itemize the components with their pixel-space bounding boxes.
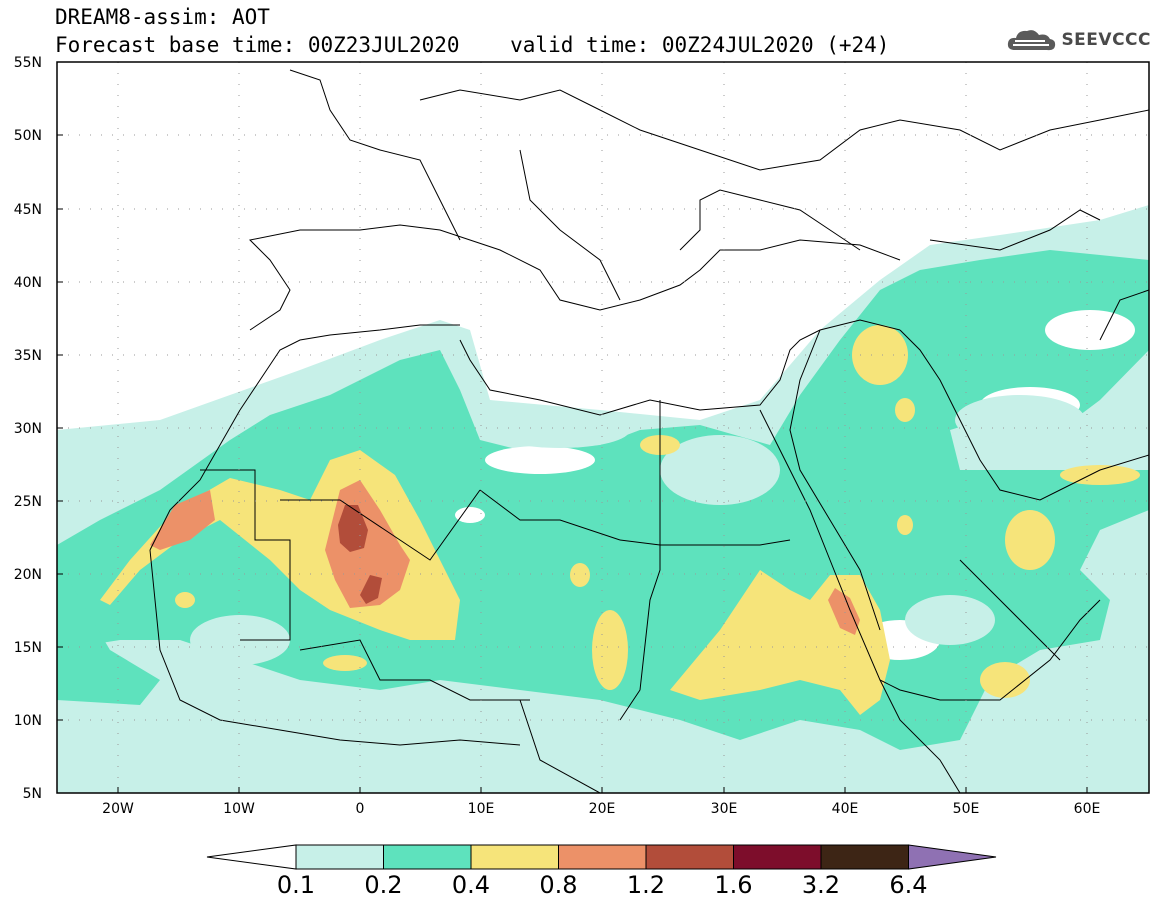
- lat-label: 20N: [14, 567, 42, 583]
- lat-label: 15N: [14, 640, 42, 656]
- colorbar-segment: [295, 844, 384, 870]
- cloud-logo-icon: [1008, 30, 1056, 51]
- colorbar-label: 3.2: [802, 871, 840, 899]
- colorbar-segment: [820, 844, 909, 870]
- aot-field: [57, 62, 1149, 793]
- map-subtitle: Forecast base time: 00Z23JUL2020 valid t…: [55, 33, 890, 57]
- lon-label: 20W: [102, 801, 134, 817]
- colorbar-right-arrow: [908, 844, 997, 870]
- colorbar-label: 6.4: [889, 871, 927, 899]
- lat-label: 5N: [23, 786, 42, 802]
- lon-label: 50E: [953, 801, 980, 817]
- colorbar-segment: [470, 844, 559, 870]
- lon-label: 10W: [223, 801, 255, 817]
- colorbar-segment: [383, 844, 472, 870]
- lat-label: 55N: [14, 55, 42, 71]
- colorbar: [206, 844, 997, 870]
- colorbar-segment: [645, 844, 734, 870]
- aot-band-1.2: [338, 505, 382, 604]
- lon-label: 60E: [1074, 801, 1101, 817]
- colorbar-segment: [558, 844, 647, 870]
- ticks: [57, 61, 1088, 794]
- lat-label: 35N: [14, 348, 42, 364]
- lon-label: 40E: [832, 801, 859, 817]
- lon-label: 10E: [468, 801, 495, 817]
- brand-logo: SEEVCCC: [1005, 26, 1151, 54]
- coastlines: [149, 69, 1149, 793]
- colorbar-label: 0.1: [277, 871, 315, 899]
- colorbar-segment: [733, 844, 822, 870]
- lat-label: 30N: [14, 421, 42, 437]
- lon-label: 20E: [589, 801, 616, 817]
- map-title: DREAM8-assim: AOT: [55, 5, 270, 29]
- lon-label: 0: [356, 801, 365, 817]
- lat-label: 10N: [14, 713, 42, 729]
- colorbar-left-arrow: [206, 844, 297, 870]
- lat-label: 40N: [14, 275, 42, 291]
- lon-label: 30E: [711, 801, 738, 817]
- lat-label: 50N: [14, 128, 42, 144]
- colorbar-label: 0.8: [539, 871, 577, 899]
- colorbar-label: 1.6: [714, 871, 752, 899]
- lat-label: 25N: [14, 494, 42, 510]
- gridlines: [57, 62, 1149, 793]
- lat-label: 45N: [14, 202, 42, 218]
- brand-name: SEEVCCC: [1061, 30, 1151, 50]
- colorbar-label: 0.2: [364, 871, 402, 899]
- colorbar-label: 1.2: [627, 871, 665, 899]
- colorbar-label: 0.4: [452, 871, 490, 899]
